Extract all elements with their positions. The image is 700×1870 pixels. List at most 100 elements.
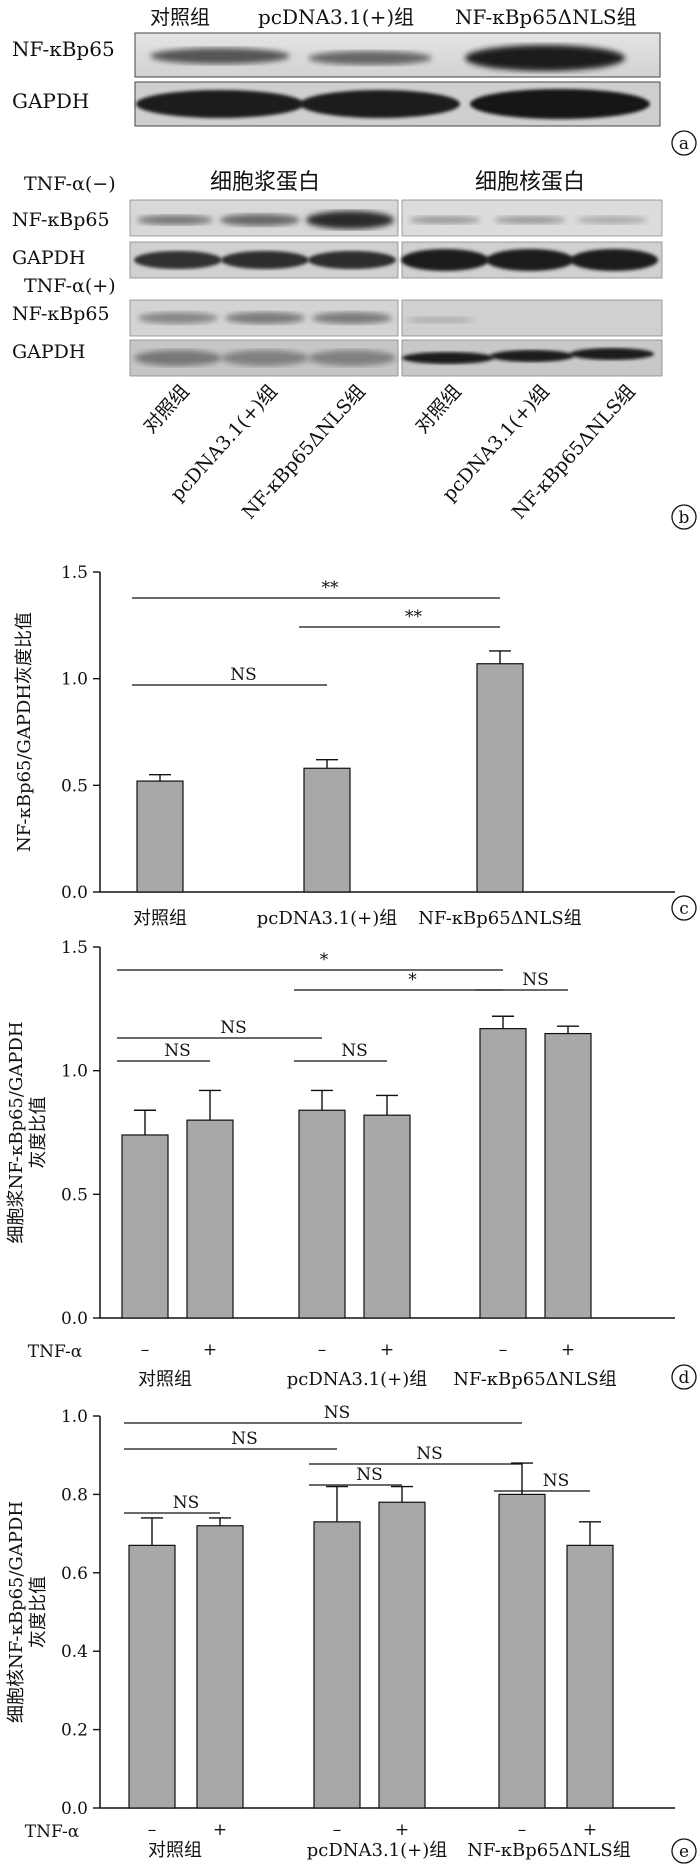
- tnf-minus-label: TNF-α(−): [24, 173, 116, 195]
- cyto-band-1c: [306, 211, 394, 229]
- cyto-header: 细胞浆蛋白: [210, 170, 320, 195]
- panel-d: 0.0 0.5 1.0 1.5 细胞浆NF-κBp65/GAPDH 灰度比值 – + – + – + T…: [0, 935, 700, 1400]
- nuc-band-4a: [402, 352, 494, 364]
- y-tick-label: 0.8: [61, 1485, 88, 1505]
- bar: [544, 1032, 592, 1319]
- lane-nuc-control: 对照组: [411, 381, 466, 438]
- y-tick-label: 0.0: [61, 1799, 88, 1819]
- nuc-band-4b: [490, 350, 574, 362]
- group-label: pcDNA3.1(+)组: [287, 1369, 428, 1390]
- condition-label: TNF-α: [25, 1822, 80, 1842]
- row-b-gapdh-2: GAPDH: [12, 341, 86, 363]
- cyto-band-3a: [138, 312, 218, 324]
- nuc-band-4c: [570, 348, 654, 360]
- y-axis-label: 灰度比值: [28, 1097, 49, 1169]
- significance-label: NS: [173, 1493, 200, 1513]
- panel-e: 0.0 0.2 0.4 0.6 0.8 1.0 细胞核NF-κBp65/GAPDH 灰度比值 –…: [0, 1400, 700, 1866]
- band-nfkb-control: [150, 48, 290, 64]
- condition-sign: –: [518, 1820, 527, 1840]
- nuc-band-1b: [494, 216, 566, 224]
- category-label: NF-κBp65ΔNLS组: [418, 908, 581, 929]
- condition-sign: –: [148, 1820, 157, 1840]
- cyto-band-2b: [221, 251, 309, 269]
- significance-label: NS: [164, 1041, 191, 1061]
- panel-b: TNF-α(−) 细胞浆蛋白 细胞核蛋白 NF-κBp65 GAPDH TNF-…: [0, 160, 700, 530]
- bar: [121, 1134, 169, 1319]
- cyto-band-3b: [225, 312, 305, 324]
- panel-label-circle: [671, 1838, 697, 1864]
- tnf-plus-label: TNF-α(+): [24, 275, 116, 297]
- group-label: NF-κBp65ΔNLS组: [453, 1369, 616, 1390]
- y-axis-label: 细胞核NF-κBp65/GAPDH: [6, 1501, 27, 1723]
- significance-label: NS: [416, 1444, 443, 1464]
- cyto-band-4a: [134, 350, 222, 366]
- condition-sign: –: [141, 1340, 150, 1360]
- significance-label: **: [322, 578, 340, 598]
- significance-label: **: [405, 607, 423, 627]
- band-gapdh-pcdna: [300, 90, 460, 118]
- y-tick-label: 1.5: [61, 563, 88, 583]
- cyto-band-2c: [308, 251, 396, 269]
- significance-label: NS: [356, 1465, 383, 1485]
- bar: [363, 1114, 411, 1319]
- bar: [186, 1119, 234, 1319]
- row-b-gapdh-1: GAPDH: [12, 247, 86, 269]
- significance-label: NS: [324, 1403, 351, 1423]
- bar: [479, 1028, 527, 1319]
- bar: [566, 1544, 614, 1809]
- y-tick-label: 0.5: [61, 1185, 88, 1205]
- bar: [196, 1525, 244, 1809]
- cyto-band-1a: [137, 215, 213, 225]
- bar: [476, 663, 524, 893]
- panel-c: 0.0 0.5 1.0 1.5 NF-κBp65/GAPDH灰度比值 对照组 pcDNA3.…: [0, 530, 700, 935]
- y-tick-label: 1.0: [61, 1062, 88, 1082]
- bar: [313, 1521, 361, 1809]
- cyto-band-4b: [221, 350, 309, 366]
- condition-sign: –: [499, 1340, 508, 1360]
- y-tick-label: 0.0: [61, 883, 88, 903]
- nuc-band-2a: [401, 249, 489, 271]
- band-gapdh-control: [136, 90, 304, 118]
- y-tick-label: 0.2: [61, 1721, 88, 1741]
- chart-d: 0.0 0.5 1.0 1.5 细胞浆NF-κBp65/GAPDH 灰度比值 – + – + – + T…: [6, 938, 697, 1390]
- bar: [498, 1493, 546, 1809]
- band-nfkb-mutant: [465, 45, 625, 71]
- header-control: 对照组: [150, 5, 210, 29]
- nuc-band-2c: [570, 249, 658, 271]
- condition-label: TNF-α: [28, 1342, 83, 1362]
- lane-cyto-control: 对照组: [139, 381, 194, 438]
- condition-sign: +: [380, 1340, 394, 1360]
- panel-a: 对照组 pcDNA3.1(+)组 NF-κBp65ΔNLS组 NF-κBp65 …: [0, 0, 700, 160]
- header-mutant: NF-κBp65ΔNLS组: [455, 5, 637, 29]
- cyto-band-2a: [134, 251, 222, 269]
- cyto-band-3c: [312, 312, 392, 324]
- bar: [128, 1544, 176, 1809]
- significance-label: NS: [543, 1471, 570, 1491]
- significance-label: NS: [341, 1041, 368, 1061]
- nuc-header: 细胞核蛋白: [475, 170, 585, 195]
- category-label: 对照组: [133, 908, 187, 929]
- y-tick-label: 0.0: [61, 1309, 88, 1329]
- bar: [136, 780, 184, 893]
- bar: [303, 767, 351, 893]
- panel-label: e: [679, 1842, 689, 1862]
- cyto-band-1b: [220, 214, 300, 226]
- band-nfkb-pcdna: [308, 51, 432, 65]
- significance-label: NS: [231, 1429, 258, 1449]
- condition-sign: +: [213, 1820, 227, 1840]
- condition-sign: +: [395, 1820, 409, 1840]
- significance-label: NS: [522, 970, 549, 990]
- y-axis-label: 细胞浆NF-κBp65/GAPDH: [6, 1021, 27, 1243]
- panel-label-circle: [671, 895, 697, 921]
- group-label: NF-κBp65ΔNLS组: [467, 1840, 630, 1861]
- significance-label: NS: [220, 1018, 247, 1038]
- nuc-band-1a: [409, 216, 481, 224]
- panel-label-circle: [671, 130, 697, 156]
- nuc-band-2b: [486, 249, 574, 271]
- condition-sign: –: [318, 1340, 327, 1360]
- bar: [378, 1501, 426, 1809]
- panel-b-svg: TNF-α(−) 细胞浆蛋白 细胞核蛋白 NF-κBp65 GAPDH TNF-…: [12, 170, 697, 530]
- panel-label: c: [679, 899, 689, 919]
- significance-label: *: [320, 950, 329, 970]
